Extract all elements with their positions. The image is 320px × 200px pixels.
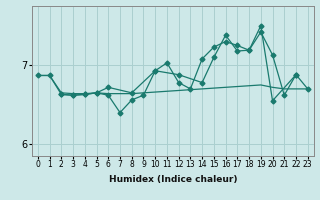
X-axis label: Humidex (Indice chaleur): Humidex (Indice chaleur) [108,175,237,184]
